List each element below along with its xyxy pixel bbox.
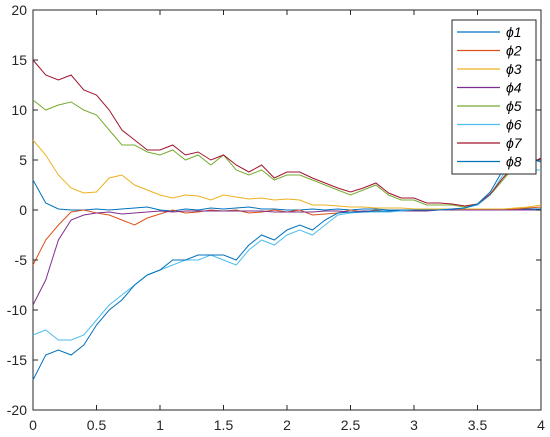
legend-label: ϕ6 xyxy=(506,117,522,133)
series-line-7 xyxy=(32,59,542,207)
axis-layer: 0 0.5 1 1.5 2 2.5 3 3.5 4 -20 -15 -10 -5 0 5 10 15 20 xyxy=(7,2,545,433)
x-tick-label: 1 xyxy=(156,417,164,433)
series-line-4 xyxy=(32,209,541,306)
legend-label: ϕ7 xyxy=(506,135,523,151)
x-tick-label: 1.5 xyxy=(214,417,234,433)
y-tick-label: 15 xyxy=(11,52,27,68)
y-tick-label: -15 xyxy=(7,352,27,368)
legend-label: ϕ3 xyxy=(506,61,522,77)
legend-label: ϕ2 xyxy=(506,43,522,59)
y-tick-label: 20 xyxy=(11,2,27,18)
x-tick-label: 2.5 xyxy=(341,417,361,433)
y-tick-label: -5 xyxy=(15,252,28,268)
series-line-5 xyxy=(32,99,541,208)
legend-box xyxy=(451,19,537,175)
legend-label: ϕ8 xyxy=(506,154,522,170)
x-tick-label: 0 xyxy=(29,417,37,433)
series-layer xyxy=(32,59,542,381)
y-tick-label: -10 xyxy=(7,302,27,318)
x-tick-label: 3 xyxy=(410,417,418,433)
legend-label: ϕ4 xyxy=(506,80,522,96)
legend: ϕ1 ϕ2 ϕ3 ϕ4 ϕ5 ϕ6 ϕ7 ϕ8 xyxy=(451,19,537,175)
y-tick-label: 0 xyxy=(19,202,27,218)
x-tick-label: 3.5 xyxy=(468,417,488,433)
y-tick-label: -20 xyxy=(7,402,27,418)
legend-label: ϕ1 xyxy=(506,24,522,40)
y-tick-label: 10 xyxy=(11,102,27,118)
legend-label: ϕ5 xyxy=(506,98,522,114)
y-tick-label: 5 xyxy=(19,152,27,168)
x-tick-label: 0.5 xyxy=(87,417,107,433)
x-tick-label: 4 xyxy=(537,417,545,433)
series-line-8 xyxy=(32,157,542,381)
x-tick-label: 2 xyxy=(283,417,291,433)
